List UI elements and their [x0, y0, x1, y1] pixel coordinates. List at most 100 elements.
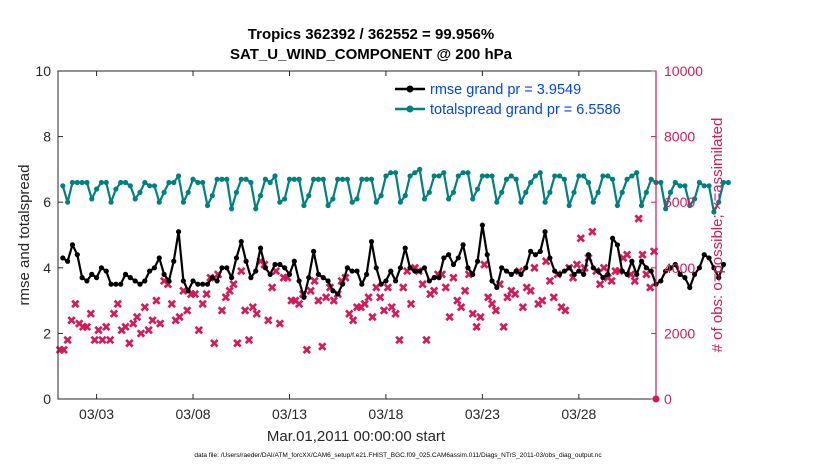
obs-assimilated-marker — [179, 286, 188, 295]
totalspread-point — [113, 186, 119, 192]
rmse-point — [108, 281, 114, 287]
totalspread-point — [421, 196, 428, 202]
y-right-tick-label: 10000 — [664, 63, 703, 79]
totalspread-point — [667, 189, 674, 195]
totalspread-point — [513, 176, 519, 182]
obs-assimilated-marker — [576, 234, 585, 243]
obs-assimilated-marker — [190, 289, 200, 299]
rmse-point — [373, 265, 379, 271]
y-right-tick-label: 2000 — [664, 325, 695, 341]
legend-rmse-marker — [406, 85, 414, 93]
rmse-point — [204, 281, 211, 287]
rmse-point — [147, 268, 153, 274]
legend-spread-label: totalspread grand pr = 6.5586 — [430, 102, 621, 118]
rmse-point — [233, 255, 240, 261]
obs-assimilated-marker — [372, 283, 381, 292]
x-tick-label: 03/08 — [176, 406, 211, 422]
obs-assimilated-marker — [183, 306, 192, 315]
obs-assimilated-marker — [113, 299, 122, 309]
totalspread-point — [296, 176, 302, 182]
totalspread-point — [84, 179, 90, 186]
obs-assimilated-marker — [194, 325, 204, 335]
rmse-point — [200, 281, 206, 287]
totalspread-point — [561, 176, 567, 182]
totalspread-point — [581, 173, 587, 179]
obs-assimilated-marker — [375, 293, 385, 302]
obs-assimilated-marker — [105, 335, 115, 345]
rmse-point — [532, 252, 539, 258]
totalspread-point — [286, 176, 293, 182]
rmse-point — [402, 245, 408, 251]
obs-assimilated-marker — [94, 325, 103, 335]
obs-assimilated-marker — [348, 316, 358, 325]
totalspread-point — [576, 173, 582, 179]
obs-assimilated-marker — [144, 325, 153, 335]
totalspread-point — [494, 199, 500, 205]
rmse-point — [262, 265, 268, 271]
rmse-point — [672, 261, 678, 268]
obs-assimilated-marker — [306, 286, 315, 295]
rmse-point — [315, 271, 322, 277]
totalspread-point — [677, 183, 683, 189]
rmse-point — [716, 275, 722, 281]
chart-title-line1: Tropics 362392 / 362552 = 99.956% — [248, 26, 494, 43]
totalspread-point — [209, 193, 215, 199]
totalspread-point — [465, 170, 471, 176]
rmse-point — [291, 258, 297, 264]
rmse-point — [320, 275, 326, 281]
rmse-point — [392, 278, 399, 284]
rmse-point — [614, 242, 621, 248]
rmse-point — [368, 238, 375, 245]
rmse-point — [489, 278, 495, 284]
totalspread-point — [185, 189, 191, 195]
totalspread-point — [277, 199, 283, 205]
totalspread-point — [325, 202, 331, 209]
obs-assimilated-marker — [98, 335, 107, 345]
totalspread-point — [600, 173, 606, 179]
obs-assimilated-marker — [491, 306, 501, 315]
obs-assimilated-marker — [487, 299, 497, 309]
rmse-point — [89, 271, 95, 277]
obs-assimilated-marker — [248, 302, 258, 312]
obs-assimilated-marker — [468, 309, 477, 318]
rmse-point — [272, 261, 278, 268]
rmse-point — [528, 248, 534, 254]
totalspread-point — [392, 170, 399, 176]
obs-assimilated-marker — [503, 293, 512, 302]
rmse-point — [354, 268, 360, 274]
totalspread-point — [518, 199, 524, 205]
obs-assimilated-marker — [198, 299, 207, 309]
rmse-point — [335, 291, 341, 297]
rmse-point — [426, 278, 432, 284]
rmse-point — [195, 281, 201, 287]
obs-assimilated-marker — [90, 335, 99, 345]
rmse-point — [253, 268, 259, 274]
obs-assimilated-marker — [395, 335, 404, 345]
totalspread-point — [436, 173, 442, 179]
obs-assimilated-marker — [472, 322, 481, 332]
y-right-tick-label: 0 — [664, 391, 672, 407]
totalspread-point — [161, 189, 167, 195]
totalspread-point — [248, 179, 254, 186]
totalspread-point — [229, 206, 235, 212]
totalspread-point — [190, 176, 196, 182]
rmse-point — [585, 252, 592, 258]
obs-assimilated-marker — [630, 276, 639, 286]
totalspread-point — [407, 173, 413, 179]
totalspread-point — [460, 170, 466, 176]
rmse-point — [74, 252, 80, 258]
rmse-point — [142, 278, 148, 284]
totalspread-point — [556, 173, 563, 179]
totalspread-point — [537, 170, 543, 176]
rmse-point — [209, 275, 215, 281]
rmse-point — [185, 288, 191, 294]
obs-assimilated-marker — [379, 306, 389, 315]
rmse-point — [118, 281, 124, 287]
rmse-point — [301, 294, 307, 300]
obs-assimilated-marker — [121, 322, 130, 332]
totalspread-point — [523, 189, 529, 195]
rmse-point — [277, 261, 283, 268]
obs-assimilated-marker — [59, 345, 68, 354]
rmse-point — [79, 275, 85, 281]
x-tick-label: 03/03 — [79, 406, 114, 422]
